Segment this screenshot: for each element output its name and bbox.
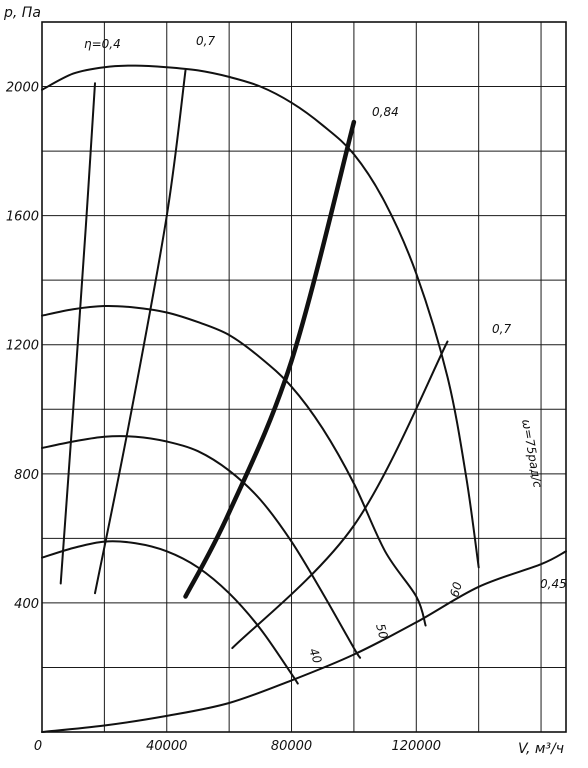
efficiency-curve	[231, 340, 449, 650]
curves	[41, 64, 567, 733]
pressure-curve-label: 50	[373, 622, 391, 641]
efficiency-curve	[183, 119, 357, 599]
y-tick-label: 800	[14, 468, 39, 483]
x-tick-label: 40000	[146, 739, 187, 754]
y-axis-title: p, Па	[3, 5, 41, 21]
pressure-curve-label: 40	[306, 646, 325, 665]
x-tick-label: 120000	[391, 739, 441, 754]
network-curve-label: 0,45	[540, 577, 567, 591]
y-tick-label: 2000	[6, 81, 39, 96]
pressure-curve	[41, 64, 480, 569]
x-tick-label: 0	[34, 739, 42, 754]
network-curve	[41, 550, 567, 733]
y-tick-label: 1200	[6, 339, 39, 354]
pressure-curve-label: 60	[447, 580, 465, 599]
x-axis-title: V, м³/ч	[518, 741, 564, 757]
efficiency-curve-label: 0,7	[196, 34, 215, 48]
x-tick-label: 80000	[271, 739, 312, 754]
grid	[41, 21, 567, 733]
efficiency-curve	[94, 69, 187, 595]
efficiency-curve-label: η=0,4	[84, 37, 121, 51]
efficiency-curve-label: 0,7	[492, 322, 511, 336]
y-tick-label: 1600	[6, 210, 39, 225]
y-tick-label: 400	[14, 597, 39, 612]
efficiency-curve	[59, 82, 96, 585]
pressure-curve	[41, 435, 362, 659]
pressure-curve	[41, 540, 299, 685]
labels: p, Па V, м³/ч 400 800 1200 1600 2000 0 40000 80…	[3, 5, 567, 757]
plot-frame	[41, 21, 567, 733]
efficiency-curve-label: 0,84	[372, 105, 399, 119]
pressure-curve	[41, 304, 427, 627]
